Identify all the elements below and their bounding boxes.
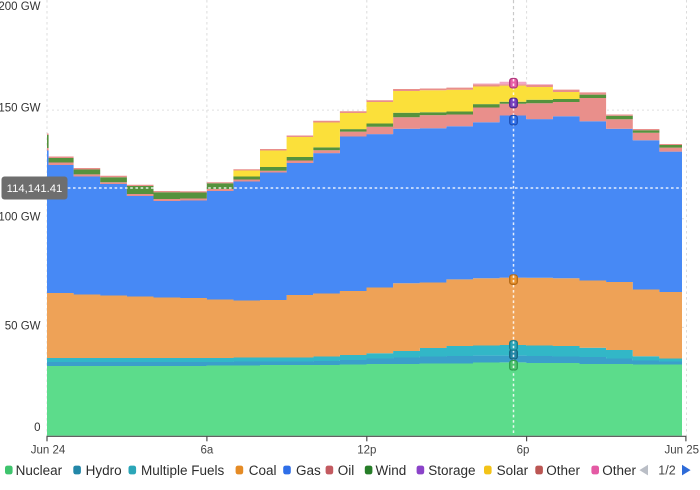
svg-text:Jun 25: Jun 25 — [664, 445, 699, 457]
svg-text:Gas: Gas — [296, 463, 321, 478]
svg-text:Solar: Solar — [497, 463, 529, 478]
svg-text:0: 0 — [34, 422, 40, 434]
svg-text:Other: Other — [602, 463, 636, 478]
svg-text:Nuclear: Nuclear — [16, 463, 63, 478]
svg-text:Other: Other — [546, 463, 580, 478]
svg-text:Coal: Coal — [249, 463, 277, 478]
svg-text:Multiple Fuels: Multiple Fuels — [141, 463, 225, 478]
svg-text:Hydro: Hydro — [86, 463, 122, 478]
svg-text:150 GW: 150 GW — [0, 103, 41, 115]
svg-text:114,141.41: 114,141.41 — [7, 183, 63, 195]
svg-text:100 GW: 100 GW — [0, 212, 41, 224]
svg-text:6p: 6p — [517, 445, 530, 457]
svg-text:12p: 12p — [357, 445, 376, 457]
svg-text:1/2: 1/2 — [658, 464, 675, 478]
svg-text:Oil: Oil — [338, 463, 355, 478]
svg-text:Wind: Wind — [376, 463, 407, 478]
svg-text:Storage: Storage — [428, 463, 475, 478]
svg-text:6a: 6a — [201, 445, 214, 457]
svg-text:Jun 24: Jun 24 — [31, 445, 66, 457]
svg-text:50 GW: 50 GW — [5, 321, 41, 333]
svg-text:200 GW: 200 GW — [0, 1, 41, 13]
